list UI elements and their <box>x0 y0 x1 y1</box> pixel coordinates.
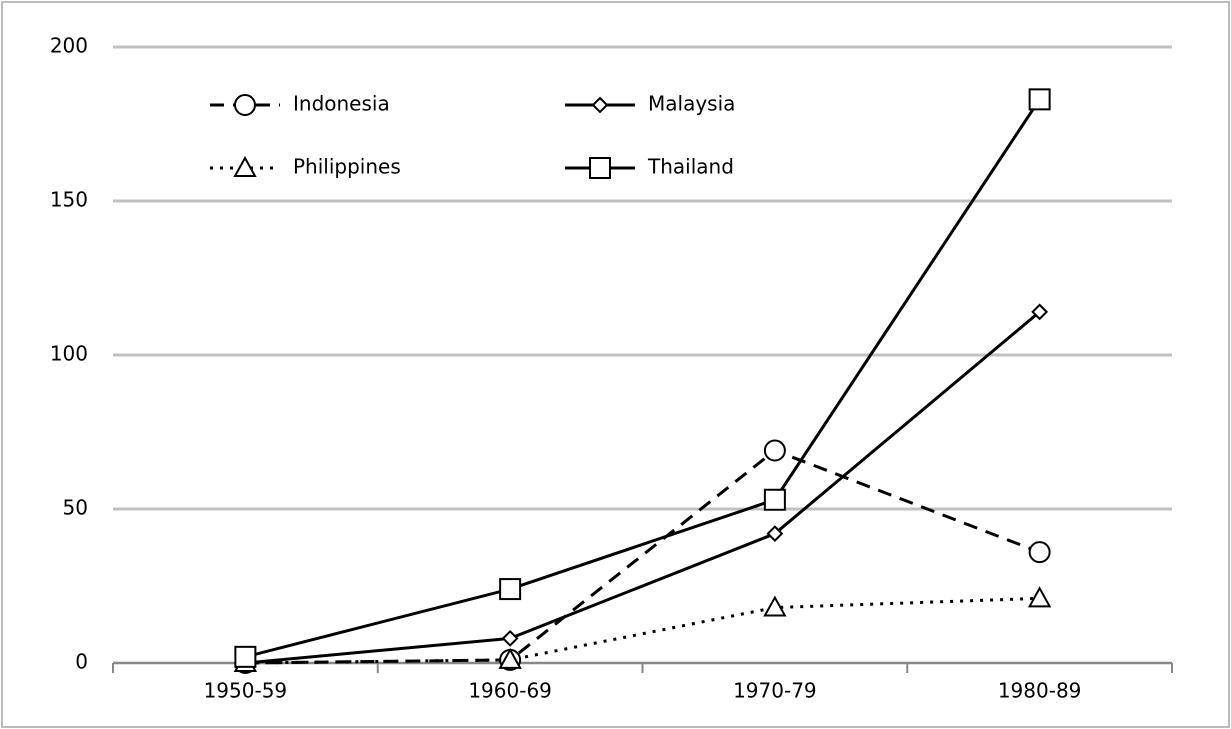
marker <box>763 488 786 511</box>
marker <box>498 647 522 669</box>
marker <box>234 94 256 116</box>
x-tick-label: 1950-59 <box>204 679 288 703</box>
marker <box>234 645 257 668</box>
legend-label: Malaysia <box>648 92 735 116</box>
x-tick-label: 1980-89 <box>998 679 1082 703</box>
legend-label: Thailand <box>647 155 734 179</box>
y-tick-label: 100 <box>50 342 88 366</box>
marker <box>233 155 257 177</box>
series-line <box>245 448 1041 665</box>
x-tick-label: 1970-79 <box>733 679 817 703</box>
marker <box>766 525 784 543</box>
marker <box>1028 541 1051 564</box>
marker <box>1028 88 1051 111</box>
marker <box>501 629 519 647</box>
marker <box>1031 303 1049 321</box>
marker <box>763 439 786 462</box>
y-tick-label: 0 <box>75 650 88 674</box>
legend-label: Indonesia <box>293 92 390 116</box>
marker <box>591 96 609 114</box>
marker <box>763 595 787 617</box>
y-tick-label: 200 <box>50 34 88 58</box>
y-tick-label: 150 <box>50 188 88 212</box>
series-line <box>245 310 1041 665</box>
series-line <box>245 98 1041 659</box>
x-tick-label: 1960-69 <box>468 679 552 703</box>
legend-label: Philippines <box>293 155 401 179</box>
marker <box>1027 586 1052 608</box>
y-tick-label: 50 <box>63 496 88 520</box>
marker <box>499 578 522 601</box>
series-line <box>245 596 1040 665</box>
marker <box>589 157 611 179</box>
